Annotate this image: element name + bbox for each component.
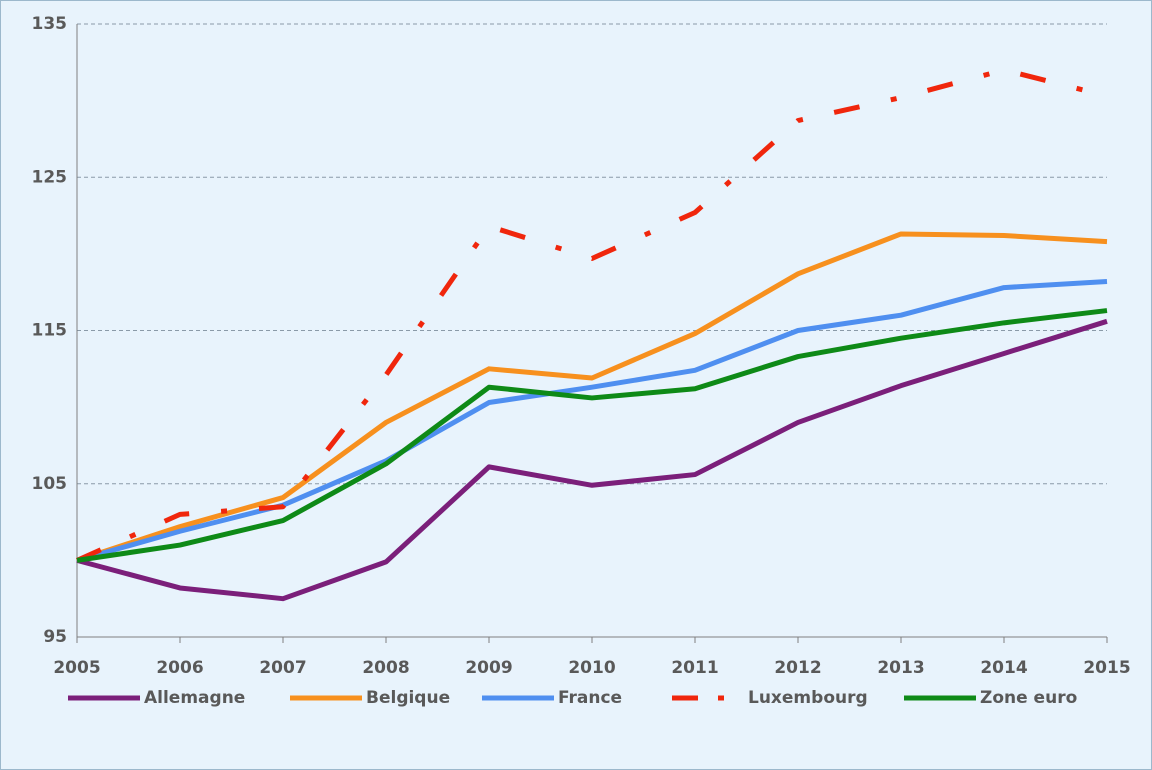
x-tick-label: 2014 [980,658,1027,678]
line-series [76,278,1108,563]
x-tick-label: 2007 [259,658,306,678]
y-tick-label: 125 [32,167,68,187]
x-tick-label: 2013 [877,658,924,678]
line-series [75,67,1108,563]
y-tick-label: 95 [43,627,67,647]
legend-label: Luxembourg [748,688,868,708]
x-tick-label: 2012 [774,658,821,678]
y-tick-label: 115 [32,321,68,341]
line-series [76,308,1108,563]
legend-label: France [558,688,622,708]
x-tick-label: 2010 [568,658,615,678]
line-series [76,231,1108,563]
y-tick-label: 135 [32,14,68,34]
line-series [76,318,1108,602]
x-tick-label: 2005 [53,658,100,678]
x-tick-label: 2008 [362,658,409,678]
legend-label: Belgique [366,688,450,708]
legend-label: Zone euro [980,688,1077,708]
y-tick-label: 105 [32,474,68,494]
x-tick-label: 2015 [1083,658,1130,678]
x-tick-label: 2009 [465,658,512,678]
x-tick-label: 2006 [156,658,203,678]
x-tick-label: 2011 [671,658,718,678]
legend-label: Allemagne [144,688,245,708]
